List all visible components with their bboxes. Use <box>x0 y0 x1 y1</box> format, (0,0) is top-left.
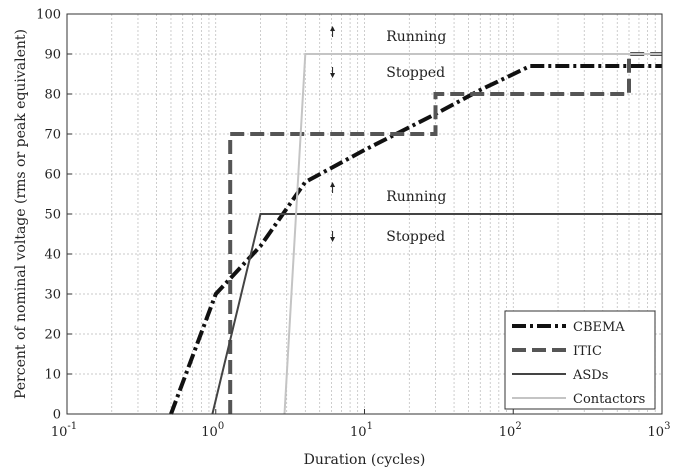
annotation-label: Stopped <box>386 229 445 245</box>
annotation-label: Running <box>386 29 446 45</box>
series-line-itic <box>228 52 662 414</box>
series-line-contactors <box>283 53 662 415</box>
annotation-label: Running <box>386 189 446 205</box>
legend: CBEMA ITIC ASDs Contactors <box>504 310 656 410</box>
annotation-label: Stopped <box>386 65 445 81</box>
x-tick-label: 102 <box>499 421 522 440</box>
series-layer <box>169 52 662 415</box>
y-tick-label: 10 <box>44 368 61 383</box>
y-tick-label: 80 <box>44 88 61 103</box>
annotation-arrow-down <box>330 67 336 78</box>
legend-label-cbema: CBEMA <box>573 320 625 335</box>
x-tick-label: 100 <box>201 421 224 440</box>
y-tick-label: 60 <box>44 168 61 183</box>
annotations: Running Stopped Running Stopped <box>330 26 446 245</box>
y-tick-label: 100 <box>36 8 61 23</box>
x-tick-label: 103 <box>648 421 671 440</box>
y-tick-label: 40 <box>44 248 61 263</box>
x-axis-label: Duration (cycles) <box>304 452 426 468</box>
y-tick-label: 20 <box>44 328 61 343</box>
annotation-arrow-down <box>330 231 336 242</box>
legend-label-itic: ITIC <box>573 344 602 359</box>
annotation-arrow-up <box>330 182 336 193</box>
y-tick-label: 70 <box>44 128 61 143</box>
y-tick-label: 50 <box>44 208 61 223</box>
y-tick-label: 30 <box>44 288 61 303</box>
ticks: 10-1 100 101 102 103 0 10 20 30 40 50 60 70 80 90 100 <box>36 8 670 441</box>
y-tick-label: 90 <box>44 48 61 63</box>
y-axis-label: Percent of nominal voltage (rms or peak … <box>13 29 29 399</box>
legend-label-asds: ASDs <box>572 368 608 383</box>
x-tick-label: 10-1 <box>51 421 77 440</box>
series-line-asds <box>211 213 662 415</box>
y-tick-label: 0 <box>53 408 61 423</box>
legend-label-contactors: Contactors <box>573 392 645 407</box>
x-tick-label: 101 <box>350 421 373 440</box>
annotation-arrow-up <box>330 26 336 37</box>
series-line-cbema <box>169 64 662 415</box>
